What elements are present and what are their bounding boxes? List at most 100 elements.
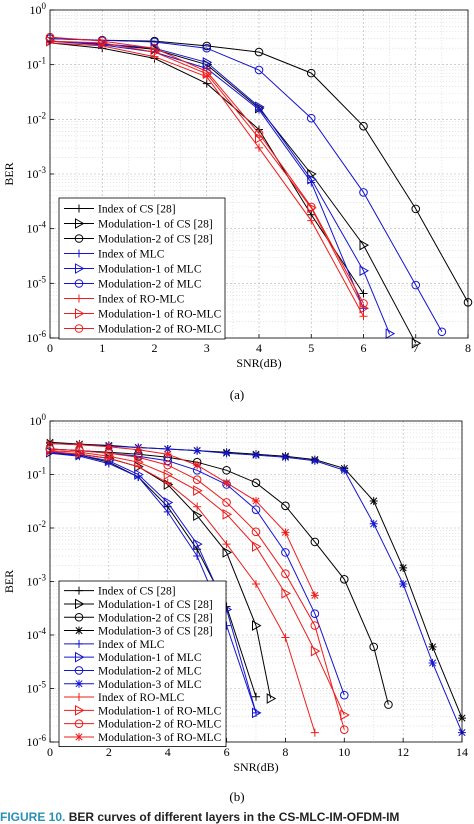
legend-marker: [75, 704, 85, 716]
data-point: [307, 173, 317, 185]
legend-label: Index of CS [28]: [98, 204, 176, 216]
data-point: [411, 337, 422, 349]
data-point: [134, 469, 144, 480]
data-point: [359, 299, 368, 308]
legend-label: Modulation-3 of RO-MLC: [98, 732, 222, 744]
y-tick-label: 100: [30, 412, 47, 428]
data-point: [134, 456, 144, 468]
data-point: [202, 41, 212, 51]
legend-marker: [74, 666, 84, 675]
legend-item: Modulation-2 of CS [28]: [64, 234, 213, 246]
x-tick-label: 10: [338, 745, 350, 759]
legend-label: Modulation-3 of MLC: [98, 679, 202, 691]
data-point: [97, 36, 107, 46]
data-point: [222, 478, 231, 487]
data-point: [193, 538, 203, 550]
data-point: [310, 621, 320, 630]
legend-item: Modulation-3 of RO-MLC: [64, 732, 222, 744]
legend-marker: [75, 204, 83, 213]
legend-item: Index of MLC: [64, 249, 165, 261]
data-point: [310, 591, 319, 600]
legend-item: Modulation-1 of CS [28]: [64, 598, 213, 611]
y-tick-label: 10-6: [27, 733, 47, 749]
legend-label: Modulation-1 of RO-MLC: [98, 309, 222, 321]
legend-item: Modulation-1 of RO-MLC: [64, 308, 222, 321]
data-point: [359, 312, 368, 321]
data-point: [255, 101, 265, 113]
data-point: [369, 519, 378, 528]
legend-item: Modulation-2 of MLC: [64, 279, 202, 291]
legend-marker: [75, 639, 83, 648]
data-point: [359, 289, 368, 298]
data-point: [399, 579, 408, 588]
data-point: [339, 725, 349, 734]
legend-item: Modulation-1 of MLC: [64, 263, 202, 276]
x-tick-label: 8: [465, 341, 471, 355]
legend-item: Index of RO-MLC: [64, 294, 185, 306]
legend-label: Modulation-1 of RO-MLC: [98, 705, 222, 717]
data-point: [163, 507, 172, 516]
data-point: [281, 528, 290, 537]
legend-marker: [75, 679, 83, 688]
data-point: [281, 569, 290, 578]
x-tick-label: 6: [361, 341, 367, 355]
data-point: [202, 57, 213, 68]
x-axis-label: SNR(dB): [233, 760, 278, 774]
legend-label: Modulation-1 of MLC: [98, 652, 202, 664]
legend-label: Modulation-1 of CS [28]: [98, 219, 213, 231]
caption-figure-number: FIGURE 10.: [0, 811, 66, 824]
data-point: [46, 35, 56, 47]
x-tick-label: 7: [413, 341, 419, 355]
data-point: [281, 588, 291, 599]
legend-label: Index of MLC: [98, 639, 165, 651]
data-point: [251, 527, 261, 537]
y-tick-label: 10-5: [27, 274, 47, 290]
data-point: [150, 46, 161, 58]
data-point: [281, 501, 290, 511]
y-tick-label: 10-3: [27, 165, 47, 181]
data-point: [163, 478, 172, 487]
series-line-modulation-1-of-ro-mlc: [49, 450, 345, 716]
legend-label: Modulation-1 of MLC: [98, 264, 202, 276]
series-line-modulation-2-of-ro-mlc: [49, 448, 345, 730]
legend-marker: [74, 279, 84, 288]
x-tick-label: 3: [204, 341, 210, 355]
data-point: [369, 496, 378, 505]
legend-item: Modulation-2 of RO-MLC: [64, 719, 222, 731]
legend-label: Index of MLC: [98, 249, 165, 261]
panel-a-label: (a): [230, 387, 244, 402]
series-line-modulation-2-of-cs-28: [49, 448, 389, 705]
legend-label: Modulation-2 of MLC: [98, 665, 202, 677]
data-point: [252, 620, 262, 631]
legend-marker: [74, 612, 84, 622]
legend-item: Modulation-1 of RO-MLC: [64, 704, 222, 717]
legend-marker: [75, 249, 83, 258]
data-point: [254, 65, 264, 75]
x-tick-label: 0: [47, 745, 53, 759]
legend-item: Index of CS [28]: [64, 204, 176, 216]
data-point: [252, 579, 260, 588]
data-point: [359, 121, 368, 131]
data-point: [339, 690, 349, 700]
series-line-index-of-ro-mlc: [49, 450, 316, 733]
data-point: [222, 498, 231, 507]
data-point: [399, 563, 408, 572]
legend-marker: [75, 732, 83, 741]
data-point: [192, 475, 202, 484]
x-tick-label: 5: [308, 341, 314, 355]
data-point: [310, 645, 321, 657]
legend-item: Index of RO-MLC: [64, 692, 185, 704]
x-tick-label: 14: [456, 745, 468, 759]
data-point: [437, 327, 447, 337]
data-point: [193, 446, 202, 455]
caption-text: BER curves of different layers in the CS…: [68, 811, 400, 824]
data-point: [255, 132, 265, 144]
data-point: [75, 440, 84, 449]
data-point: [254, 129, 264, 138]
data-point: [411, 280, 421, 290]
legend-item: Modulation-1 of MLC: [64, 651, 202, 664]
legend-marker: [74, 719, 84, 728]
y-tick-label: 10-1: [27, 56, 47, 72]
data-point: [281, 633, 290, 642]
data-point: [104, 442, 113, 451]
